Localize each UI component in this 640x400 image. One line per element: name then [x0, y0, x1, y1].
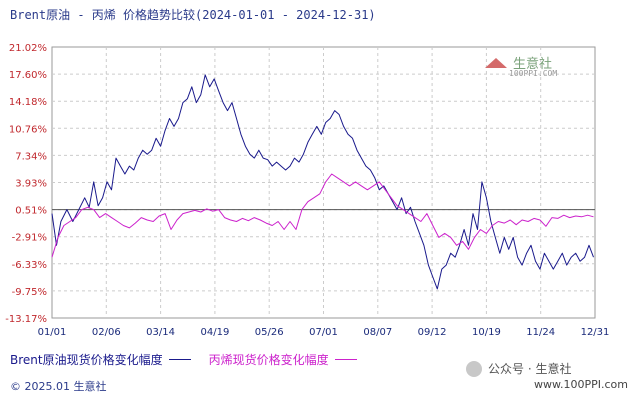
series-layer [51, 74, 594, 290]
x-tick-label: 01/01 [38, 327, 67, 338]
brand-logo: 生意社 100PPI.COM [485, 53, 557, 78]
y-tick-label: 14.18% [9, 97, 47, 108]
x-tick-label: 09/12 [418, 327, 447, 338]
house-icon [485, 57, 507, 68]
wechat-icon [466, 360, 482, 377]
footer-copyright: © 2025.01 生意社 [10, 380, 107, 393]
legend-item-propylene: 丙烯现货价格变化幅度 [209, 351, 357, 368]
chart-title: Brent原油 - 丙烯 价格趋势比较(2024-01-01 - 2024-12… [10, 8, 376, 22]
chart-legend: Brent原油现货价格变化幅度 丙烯现货价格变化幅度 [10, 350, 375, 368]
axis-layer: 21.02% 17.60% 14.18% 10.76% 7.34% 3.93% 0.51% -… [5, 43, 609, 338]
series-line-brent [51, 74, 594, 290]
wechat-watermark: 公众号 · 生意社 [466, 360, 571, 377]
y-tick-label: -6.33% [12, 260, 47, 271]
y-tick-label: 7.34% [15, 151, 47, 162]
legend-swatch-brent [168, 358, 191, 360]
x-tick-label: 10/19 [472, 327, 501, 338]
x-tick-label: 04/19 [200, 327, 229, 338]
y-tick-label: 21.02% [9, 43, 47, 54]
y-tick-label: 10.76% [9, 124, 47, 135]
legend-item-brent: Brent原油现货价格变化幅度 [10, 351, 191, 368]
y-tick-label: -2.91% [12, 233, 47, 244]
logo-sub: 100PPI.COM [509, 69, 558, 78]
series-line-propylene [51, 173, 594, 258]
logo-name: 生意社 [513, 57, 553, 72]
legend-label-brent: Brent原油现货价格变化幅度 [10, 352, 163, 367]
y-tick-label: -9.75% [12, 287, 47, 298]
legend-label-propylene: 丙烯现货价格变化幅度 [208, 352, 329, 367]
x-tick-label: 02/06 [92, 327, 121, 338]
y-tick-label: -13.17% [5, 314, 47, 325]
x-tick-label: 05/26 [255, 327, 284, 338]
legend-swatch-propylene [334, 358, 357, 360]
footer-site: www.100PPI.com [534, 378, 628, 391]
wechat-text: 公众号 · 生意社 [488, 362, 572, 376]
x-tick-label: 11/24 [526, 327, 555, 338]
x-tick-label: 12/31 [581, 327, 610, 338]
y-tick-label: 0.51% [15, 206, 47, 217]
x-tick-label: 07/01 [309, 327, 338, 338]
y-tick-label: 17.60% [9, 70, 47, 81]
y-tick-label: 3.93% [15, 179, 47, 190]
x-tick-label: 03/14 [146, 327, 175, 338]
grid-layer [51, 46, 596, 319]
x-tick-label: 08/07 [363, 327, 392, 338]
